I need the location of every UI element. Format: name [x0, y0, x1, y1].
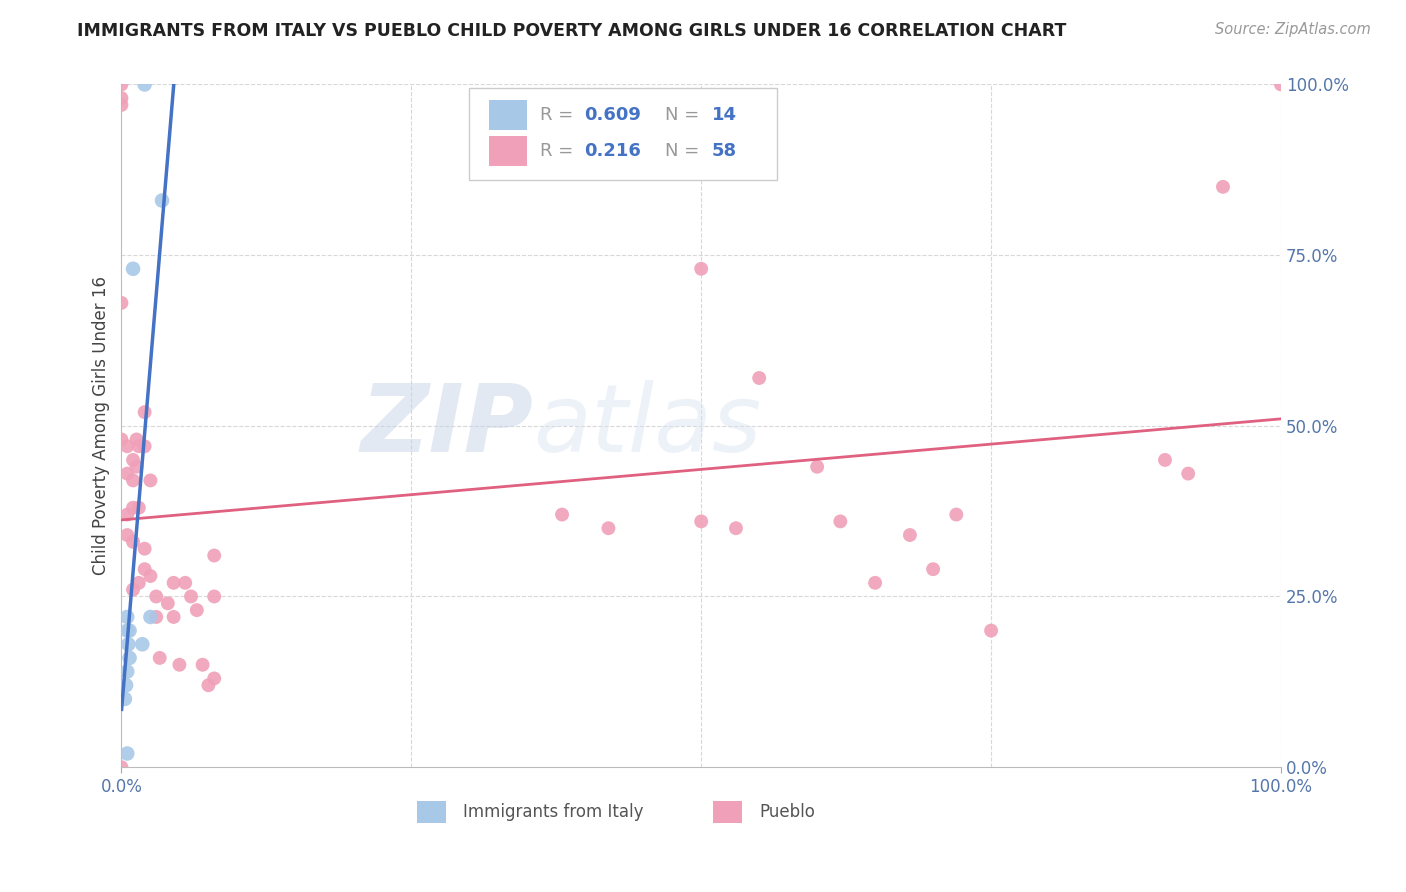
Point — [191, 657, 214, 672]
Point — [863, 575, 886, 590]
Point — [125, 433, 148, 447]
Y-axis label: Child Poverty Among Girls Under 16: Child Poverty Among Girls Under 16 — [93, 277, 110, 575]
Point — [1212, 179, 1234, 194]
Text: N =: N = — [665, 106, 706, 124]
Point — [110, 98, 132, 112]
Point — [202, 672, 225, 686]
Point — [115, 678, 138, 692]
Point — [945, 508, 967, 522]
Text: 0.609: 0.609 — [583, 106, 641, 124]
Point — [1270, 78, 1292, 92]
Text: Source: ZipAtlas.com: Source: ZipAtlas.com — [1215, 22, 1371, 37]
Point — [134, 439, 156, 453]
Point — [115, 439, 138, 453]
Text: ZIP: ZIP — [360, 380, 533, 472]
Point — [980, 624, 1002, 638]
Point — [551, 508, 574, 522]
Point — [1177, 467, 1199, 481]
Point — [122, 582, 145, 597]
Text: Immigrants from Italy: Immigrants from Italy — [464, 803, 644, 821]
Point — [134, 541, 156, 556]
Point — [598, 521, 620, 535]
Point — [115, 467, 138, 481]
Point — [1154, 453, 1177, 467]
Point — [202, 590, 225, 604]
Point — [122, 474, 145, 488]
Point — [156, 596, 179, 610]
FancyBboxPatch shape — [489, 136, 527, 166]
Point — [128, 500, 150, 515]
Point — [690, 261, 713, 276]
Point — [115, 624, 138, 638]
Text: N =: N = — [665, 142, 706, 160]
Point — [180, 590, 202, 604]
Point — [110, 91, 132, 105]
FancyBboxPatch shape — [489, 100, 527, 130]
Point — [115, 508, 138, 522]
Text: R =: R = — [540, 106, 579, 124]
Point — [122, 261, 145, 276]
Point — [922, 562, 945, 576]
Point — [110, 433, 132, 447]
Point — [806, 459, 828, 474]
Point — [139, 569, 162, 583]
Point — [748, 371, 770, 385]
Point — [134, 562, 156, 576]
Point — [110, 760, 132, 774]
Point — [149, 651, 172, 665]
Text: 0.216: 0.216 — [583, 142, 641, 160]
Text: Pueblo: Pueblo — [759, 803, 815, 821]
Point — [110, 296, 132, 310]
Point — [115, 528, 138, 542]
Point — [110, 78, 132, 92]
Point — [202, 549, 225, 563]
FancyBboxPatch shape — [713, 801, 742, 823]
Point — [122, 453, 145, 467]
Point — [724, 521, 747, 535]
Point — [128, 575, 150, 590]
Point — [690, 515, 713, 529]
Point — [162, 610, 184, 624]
Text: IMMIGRANTS FROM ITALY VS PUEBLO CHILD POVERTY AMONG GIRLS UNDER 16 CORRELATION C: IMMIGRANTS FROM ITALY VS PUEBLO CHILD PO… — [77, 22, 1067, 40]
Point — [162, 575, 184, 590]
Point — [145, 590, 167, 604]
Point — [115, 747, 138, 761]
Point — [186, 603, 208, 617]
Point — [115, 665, 138, 679]
Point — [118, 651, 141, 665]
Point — [139, 474, 162, 488]
Point — [139, 610, 162, 624]
Point — [122, 500, 145, 515]
Point — [898, 528, 921, 542]
Point — [122, 534, 145, 549]
Point — [145, 610, 167, 624]
Point — [131, 637, 153, 651]
Text: 58: 58 — [711, 142, 737, 160]
Point — [128, 439, 150, 453]
Point — [118, 624, 141, 638]
Text: R =: R = — [540, 142, 579, 160]
Point — [174, 575, 197, 590]
Point — [134, 78, 156, 92]
Text: 14: 14 — [711, 106, 737, 124]
Point — [169, 657, 191, 672]
FancyBboxPatch shape — [418, 801, 446, 823]
Point — [114, 692, 136, 706]
FancyBboxPatch shape — [470, 87, 776, 180]
Point — [197, 678, 219, 692]
Point — [125, 459, 148, 474]
Point — [117, 637, 139, 651]
Point — [134, 405, 156, 419]
Point — [830, 515, 852, 529]
Text: atlas: atlas — [533, 380, 761, 471]
Point — [150, 194, 173, 208]
Point — [115, 610, 138, 624]
